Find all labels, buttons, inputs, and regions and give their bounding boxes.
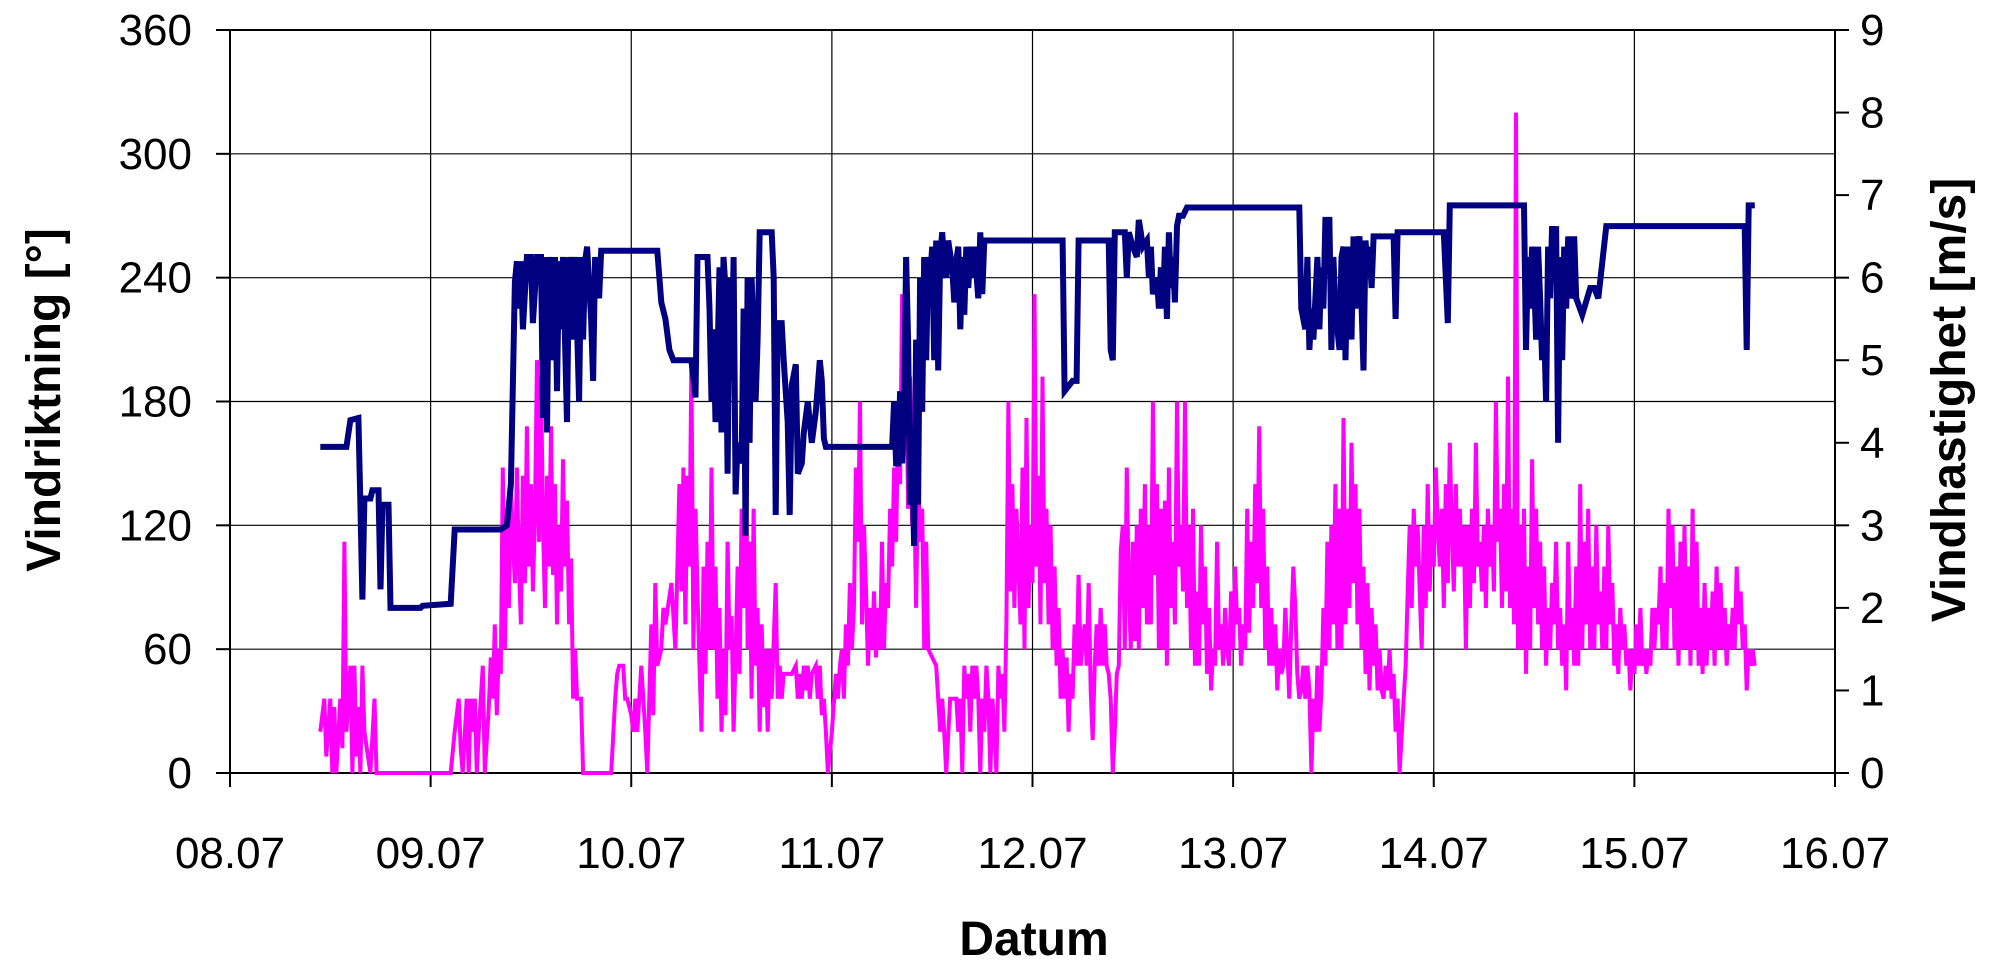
y2-tick-label: 1 [1860, 666, 1884, 715]
x-tick-label: 11.07 [778, 829, 885, 878]
left-axis-title: Vindriktning [°] [18, 228, 71, 572]
y2-tick-label: 3 [1860, 501, 1884, 550]
y2-tick-label: 9 [1860, 6, 1884, 55]
grid-lines [229, 29, 1836, 774]
y2-tick-label: 0 [1860, 749, 1884, 798]
y2-tick-label: 7 [1860, 171, 1884, 220]
y2-tick-label: 5 [1860, 336, 1884, 385]
wind-direction-series-line [320, 202, 1755, 611]
x-tick-label: 09.07 [376, 829, 486, 878]
x-tick-label: 16.07 [1780, 829, 1890, 878]
y-tick-label: 300 [119, 130, 192, 179]
bottom-axis: 08.07 09.07 10.07 11.07 12.07 13.07 14.07 15.07… [175, 772, 1890, 878]
right-axis-title: Vindhastighet [m/s] [1923, 178, 1976, 623]
x-tick-label: 08.07 [175, 829, 285, 878]
left-axis: 0 60 120 180 240 300 360 [119, 6, 231, 798]
x-axis-title: Datum [959, 913, 1108, 966]
y2-tick-label: 4 [1860, 419, 1884, 468]
x-tick-label: 10.07 [576, 829, 686, 878]
y-tick-label: 180 [119, 378, 192, 427]
y-tick-label: 360 [119, 6, 192, 55]
y-tick-label: 120 [119, 501, 192, 550]
x-tick-label: 15.07 [1579, 829, 1689, 878]
y-tick-label: 0 [168, 749, 192, 798]
y2-tick-label: 2 [1860, 584, 1884, 633]
y2-tick-label: 6 [1860, 254, 1884, 303]
x-tick-label: 14.07 [1379, 829, 1489, 878]
x-tick-label: 12.07 [977, 829, 1087, 878]
series-layer [318, 112, 1757, 775]
y-tick-label: 60 [143, 625, 192, 674]
right-axis: 0 1 2 3 4 5 6 7 8 9 [1834, 6, 1884, 798]
wind-speed-series-line [318, 112, 1757, 775]
y-tick-label: 240 [119, 254, 192, 303]
y2-tick-label: 8 [1860, 89, 1884, 138]
x-tick-label: 13.07 [1178, 829, 1288, 878]
